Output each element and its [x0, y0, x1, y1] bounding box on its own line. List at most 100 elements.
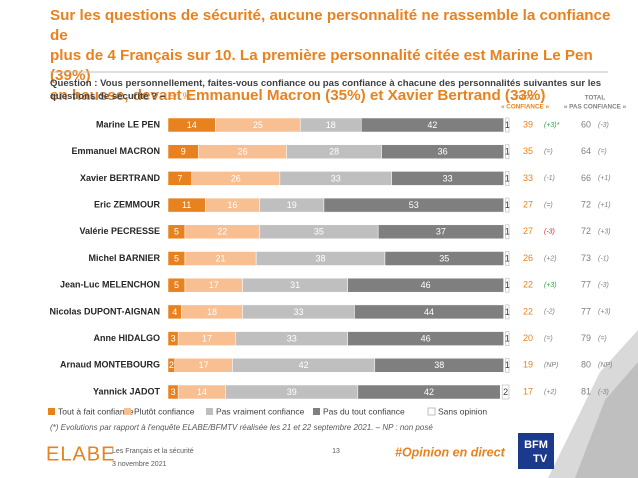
study: Les Français et la sécurité	[112, 448, 194, 455]
segment-label: 4	[172, 307, 177, 317]
bar-segment	[505, 277, 510, 293]
bar-segment	[323, 197, 504, 213]
segment-label: 46	[421, 280, 431, 290]
partner-logo-text: BFM	[524, 439, 548, 451]
total-value: 73	[581, 253, 591, 263]
category-label: Emmanuel MACRON	[71, 146, 160, 156]
segment-label: 33	[443, 173, 453, 183]
segment-label: 26	[231, 173, 241, 183]
segment-label: 44	[424, 307, 434, 317]
segment-label: 33	[287, 333, 297, 343]
total-value: 22	[523, 280, 533, 290]
segment-label: 35	[439, 253, 449, 263]
total-value: 81	[581, 386, 591, 396]
legend-swatch	[48, 408, 55, 415]
segment-label: 1	[505, 360, 510, 370]
total-value: 66	[581, 173, 591, 183]
segment-label: 42	[299, 360, 309, 370]
segment-label: 35	[314, 227, 324, 237]
total-change: (-2)	[544, 309, 555, 316]
segment-label: 42	[424, 387, 434, 397]
total-value: 39	[523, 119, 533, 129]
logo: ELABE	[46, 443, 115, 465]
total-value: 19	[523, 360, 533, 370]
total-value: 80	[581, 360, 591, 370]
legend-swatch	[124, 408, 131, 415]
total-change: (+3)	[598, 309, 611, 316]
total-value: 27	[523, 199, 533, 209]
bar-segment	[360, 117, 504, 133]
bar-segment	[357, 384, 501, 400]
bar-segment	[505, 331, 510, 346]
segment-label: 33	[294, 307, 304, 317]
bar-segment	[505, 144, 510, 160]
segment-label: 5	[174, 280, 179, 290]
partner-logo	[518, 433, 554, 469]
total-value: 33	[523, 173, 533, 183]
segment-label: 28	[329, 147, 339, 157]
category-label: Michel BARNIER	[88, 253, 160, 263]
bar-segment	[501, 384, 510, 400]
legend-label: Pas du tout confiance	[323, 406, 405, 416]
total-change: (+3)*	[544, 122, 560, 129]
question-text: Question : Vous personnellement, faites-…	[50, 78, 602, 102]
total-value: 27	[523, 226, 533, 236]
title-line: Sur les questions de sécurité, aucune pe…	[50, 7, 611, 44]
total-value: 79	[581, 333, 591, 343]
segment-label: 1	[505, 307, 510, 317]
segment-label: 36	[438, 147, 448, 157]
bar-segment	[505, 304, 510, 320]
segment-label: 2	[169, 360, 174, 370]
total-change: (-3)	[544, 229, 555, 236]
segment-label: 1	[505, 173, 510, 183]
bar-segment	[381, 144, 504, 159]
bar-segment	[505, 357, 510, 373]
legend-label: Plutôt confiance	[134, 406, 195, 416]
total-change: (=)	[598, 149, 607, 156]
segment-label: 17	[199, 360, 209, 370]
bar-segment	[377, 224, 504, 240]
total-change: (=)	[544, 149, 553, 156]
total-value: 22	[523, 306, 533, 316]
total-change: (+3)	[598, 229, 611, 236]
category-label: Arnaud MONTEBOURG	[60, 360, 160, 370]
total-change: (+2)	[544, 389, 557, 396]
title: Sur les questions de sécurité, aucune pe…	[50, 6, 630, 106]
bar-segment	[505, 251, 510, 266]
segment-label: 16	[227, 200, 237, 210]
total-value: 72	[581, 199, 591, 209]
total-value: 77	[581, 306, 591, 316]
total-value: 72	[581, 226, 591, 236]
title-line: en hausse, devant Emmanuel Macron (35%) …	[50, 87, 546, 104]
category-label: Nicolas DUPONT-AIGNAN	[49, 306, 160, 316]
total-change: (+1)	[598, 202, 611, 209]
total-value: 60	[581, 119, 591, 129]
segment-label: 17	[202, 333, 212, 343]
segment-label: 42	[427, 120, 437, 130]
bar-segment	[354, 304, 504, 320]
segment-label: 25	[253, 120, 263, 130]
bar-segment	[505, 171, 510, 186]
footnote: (*) Evolutions par rapport à l'enquête E…	[50, 423, 433, 432]
segment-label: 22	[217, 227, 227, 237]
segment-label: 3	[171, 333, 176, 343]
column-header: « CONFIANCE »	[501, 104, 549, 111]
segment-label: 1	[505, 147, 510, 157]
segment-label: 5	[174, 253, 179, 263]
question: Question : Vous personnellement, faites-…	[50, 77, 610, 103]
total-change: (=)	[598, 335, 607, 342]
page-number: 13	[332, 448, 340, 455]
total-change: (=)	[544, 335, 553, 342]
legend-label: Tout à fait confiance	[58, 406, 134, 416]
total-value: 35	[523, 146, 533, 156]
partner-logo-text: TV	[533, 453, 548, 465]
total-change: (+1)	[598, 175, 611, 182]
total-change: (NP)	[544, 362, 558, 369]
legend-swatch	[427, 407, 436, 416]
segment-label: 1	[505, 280, 510, 290]
total-value: 17	[523, 386, 533, 396]
segment-label: 1	[505, 227, 510, 237]
segment-label: 18	[207, 307, 217, 317]
